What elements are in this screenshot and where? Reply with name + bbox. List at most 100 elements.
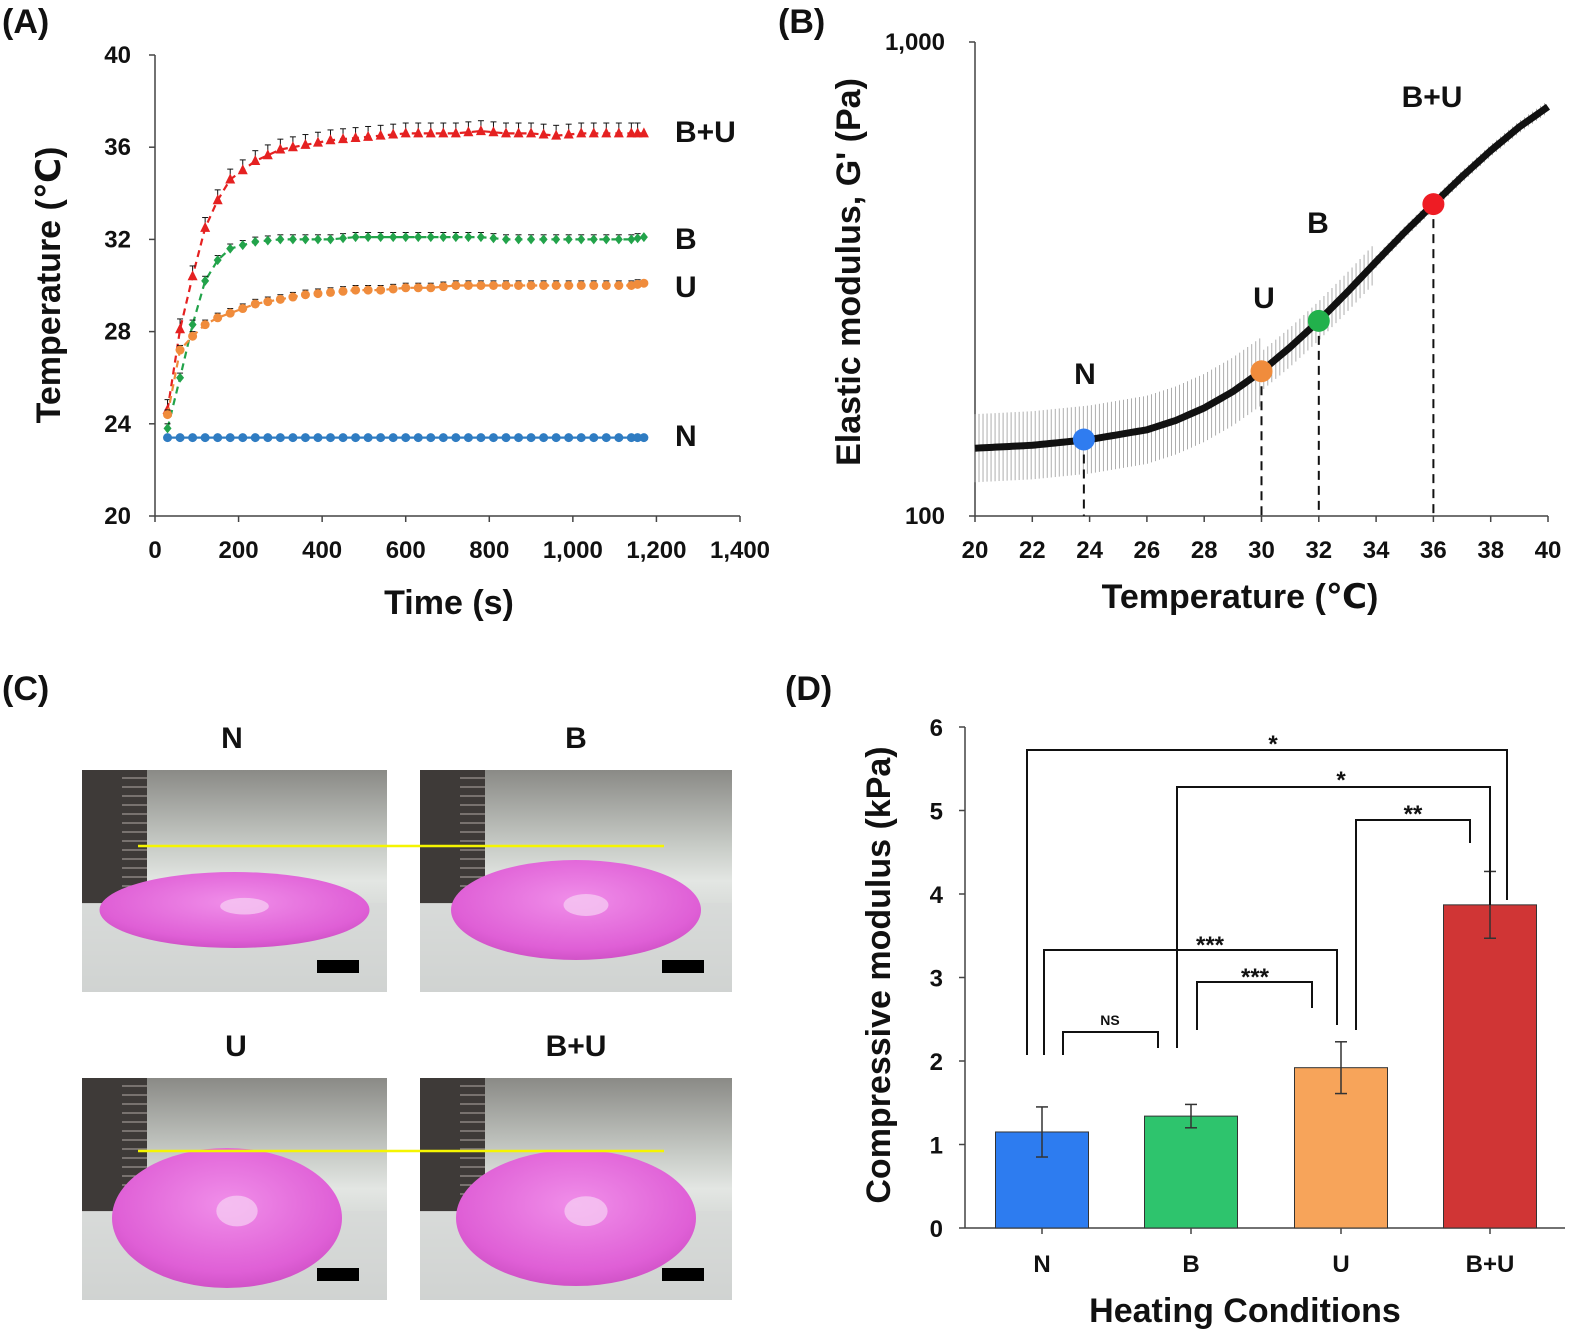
chart-a-point-B — [439, 232, 448, 243]
chart-a-point-U — [163, 410, 173, 420]
chart-b-y-tick-label: 100 — [905, 503, 945, 530]
chart-a-point-B+U — [200, 221, 211, 232]
chart-a-y-tick-label: 32 — [104, 226, 131, 253]
chart-a-point-B — [602, 234, 611, 245]
chart-a-point-N — [626, 433, 636, 443]
chart-a-point-B+U — [338, 133, 349, 144]
chart-a-point-N — [351, 433, 361, 443]
chart-a-point-B+U — [375, 129, 386, 140]
chart-d-y-tick-label: 2 — [930, 1049, 943, 1076]
chart-b-y-tick-label: 1,000 — [885, 29, 945, 56]
photo-label-B: B — [565, 722, 587, 755]
chart-a-point-U — [514, 281, 524, 290]
chart-a-point-B+U — [475, 125, 486, 136]
chart-d-sig-bracket — [1043, 949, 1338, 1055]
chart-a-point-B+U — [250, 155, 261, 166]
chart-b-x-tick-label: 36 — [1420, 537, 1447, 564]
chart-d-y-tick-label: 4 — [930, 882, 944, 909]
chart-b-point-N — [1072, 428, 1095, 451]
chart-a-point-B+U — [262, 149, 273, 160]
chart-b-x-tick-label: 32 — [1305, 537, 1332, 564]
chart-d-y-tick-label: 3 — [930, 966, 943, 993]
chart-a-x-tick-label: 1,200 — [626, 537, 686, 564]
chart-a-point-B — [251, 236, 260, 247]
chart-a-point-U — [313, 289, 323, 299]
chart-a-point-B — [527, 234, 536, 245]
chart-a-point-U — [326, 287, 335, 297]
chart-b-x-tick-label: 22 — [1019, 537, 1046, 564]
chart-a-point-B — [263, 235, 272, 246]
chart-a-point-B+U — [613, 127, 624, 138]
chart-a-point-B+U — [576, 127, 587, 138]
chart-a-ylabel: Temperature (℃) — [30, 147, 68, 424]
chart-a-point-N — [526, 433, 536, 443]
chart-a-point-B — [276, 234, 285, 245]
chart-a-point-U — [438, 282, 448, 292]
chart-a-point-N — [238, 433, 248, 443]
chart-a-point-B — [339, 233, 348, 244]
chart-a-point-B — [426, 232, 435, 243]
chart-a-x-tick-label: 600 — [386, 537, 426, 564]
chart-a-point-B — [464, 232, 473, 243]
chart-a-point-B — [589, 234, 598, 245]
chart-a-point-N — [188, 433, 198, 443]
chart-a-point-U — [175, 345, 185, 355]
chart-a-point-B+U — [363, 130, 374, 141]
chart-a-point-B — [514, 234, 523, 245]
chart-d-sig-bracket — [1176, 786, 1491, 1048]
chart-a-point-N — [288, 433, 298, 443]
chart-b-axes: 100 1,000 20 22 24 26 28 30 32 34 36 38 40 — [885, 29, 1561, 564]
chart-a-point-U — [200, 320, 210, 330]
chart-a-point-B+U — [438, 127, 449, 138]
photo-B+U-gel-highlight — [564, 1196, 608, 1227]
chart-d-xlabel: Heating Conditions — [1089, 1292, 1401, 1330]
chart-a-point-B — [226, 243, 235, 254]
chart-d-sig-label: *** — [1196, 932, 1225, 959]
chart-a-point-N — [313, 433, 323, 443]
chart-a-point-B — [163, 423, 172, 434]
chart-d-bar-B+U — [1443, 904, 1537, 1229]
chart-a-point-B+U — [413, 127, 424, 138]
chart-d-x-tick-label-B+U: B+U — [1466, 1251, 1515, 1278]
chart-a-point-N — [388, 433, 398, 443]
chart-a-point-U — [488, 281, 498, 290]
chart-a-point-B+U — [237, 164, 248, 175]
chart-b-x-tick-label: 24 — [1076, 537, 1103, 564]
chart-a-point-N — [551, 433, 561, 443]
chart-a-point-N — [200, 433, 210, 443]
chart-a-point-B — [213, 255, 222, 266]
chart-a-point-B — [376, 232, 385, 243]
chart-a-point-B+U — [300, 138, 311, 149]
chart-b-point-B — [1307, 309, 1330, 332]
chart-a-point-N — [326, 433, 335, 443]
photo-U-scale-bar — [317, 1268, 359, 1281]
chart-a-point-B — [201, 275, 210, 286]
chart-a-xlabel: Time (s) — [384, 584, 514, 622]
chart-a-point-B — [364, 232, 373, 243]
chart-a-point-N — [488, 433, 498, 443]
chart-a-series-label-U: U — [675, 271, 697, 304]
photo-N-ruler — [82, 770, 147, 904]
chart-a-x-tick-label: 0 — [148, 537, 161, 564]
chart-a-point-N — [338, 433, 348, 443]
chart-d-y-tick-label: 0 — [930, 1216, 943, 1243]
chart-a-point-B+U — [488, 126, 499, 137]
chart-a-point-U — [338, 286, 348, 296]
chart-a-point-B — [614, 234, 623, 245]
panel-label-b: (B) — [778, 3, 825, 41]
chart-a-y-tick-label: 28 — [104, 319, 131, 346]
chart-a-point-B+U — [513, 127, 524, 138]
chart-a-point-N — [401, 433, 411, 443]
chart-a-point-U — [275, 294, 285, 304]
chart-d-y-tick-label: 1 — [930, 1133, 943, 1160]
chart-a-point-B+U — [501, 127, 511, 138]
chart-a-point-B — [238, 240, 247, 251]
chart-d-sig-label: * — [1336, 767, 1346, 794]
chart-a-point-N — [426, 433, 436, 443]
chart-a-point-N — [250, 433, 260, 443]
chart-b-x-tick-label: 28 — [1191, 537, 1218, 564]
